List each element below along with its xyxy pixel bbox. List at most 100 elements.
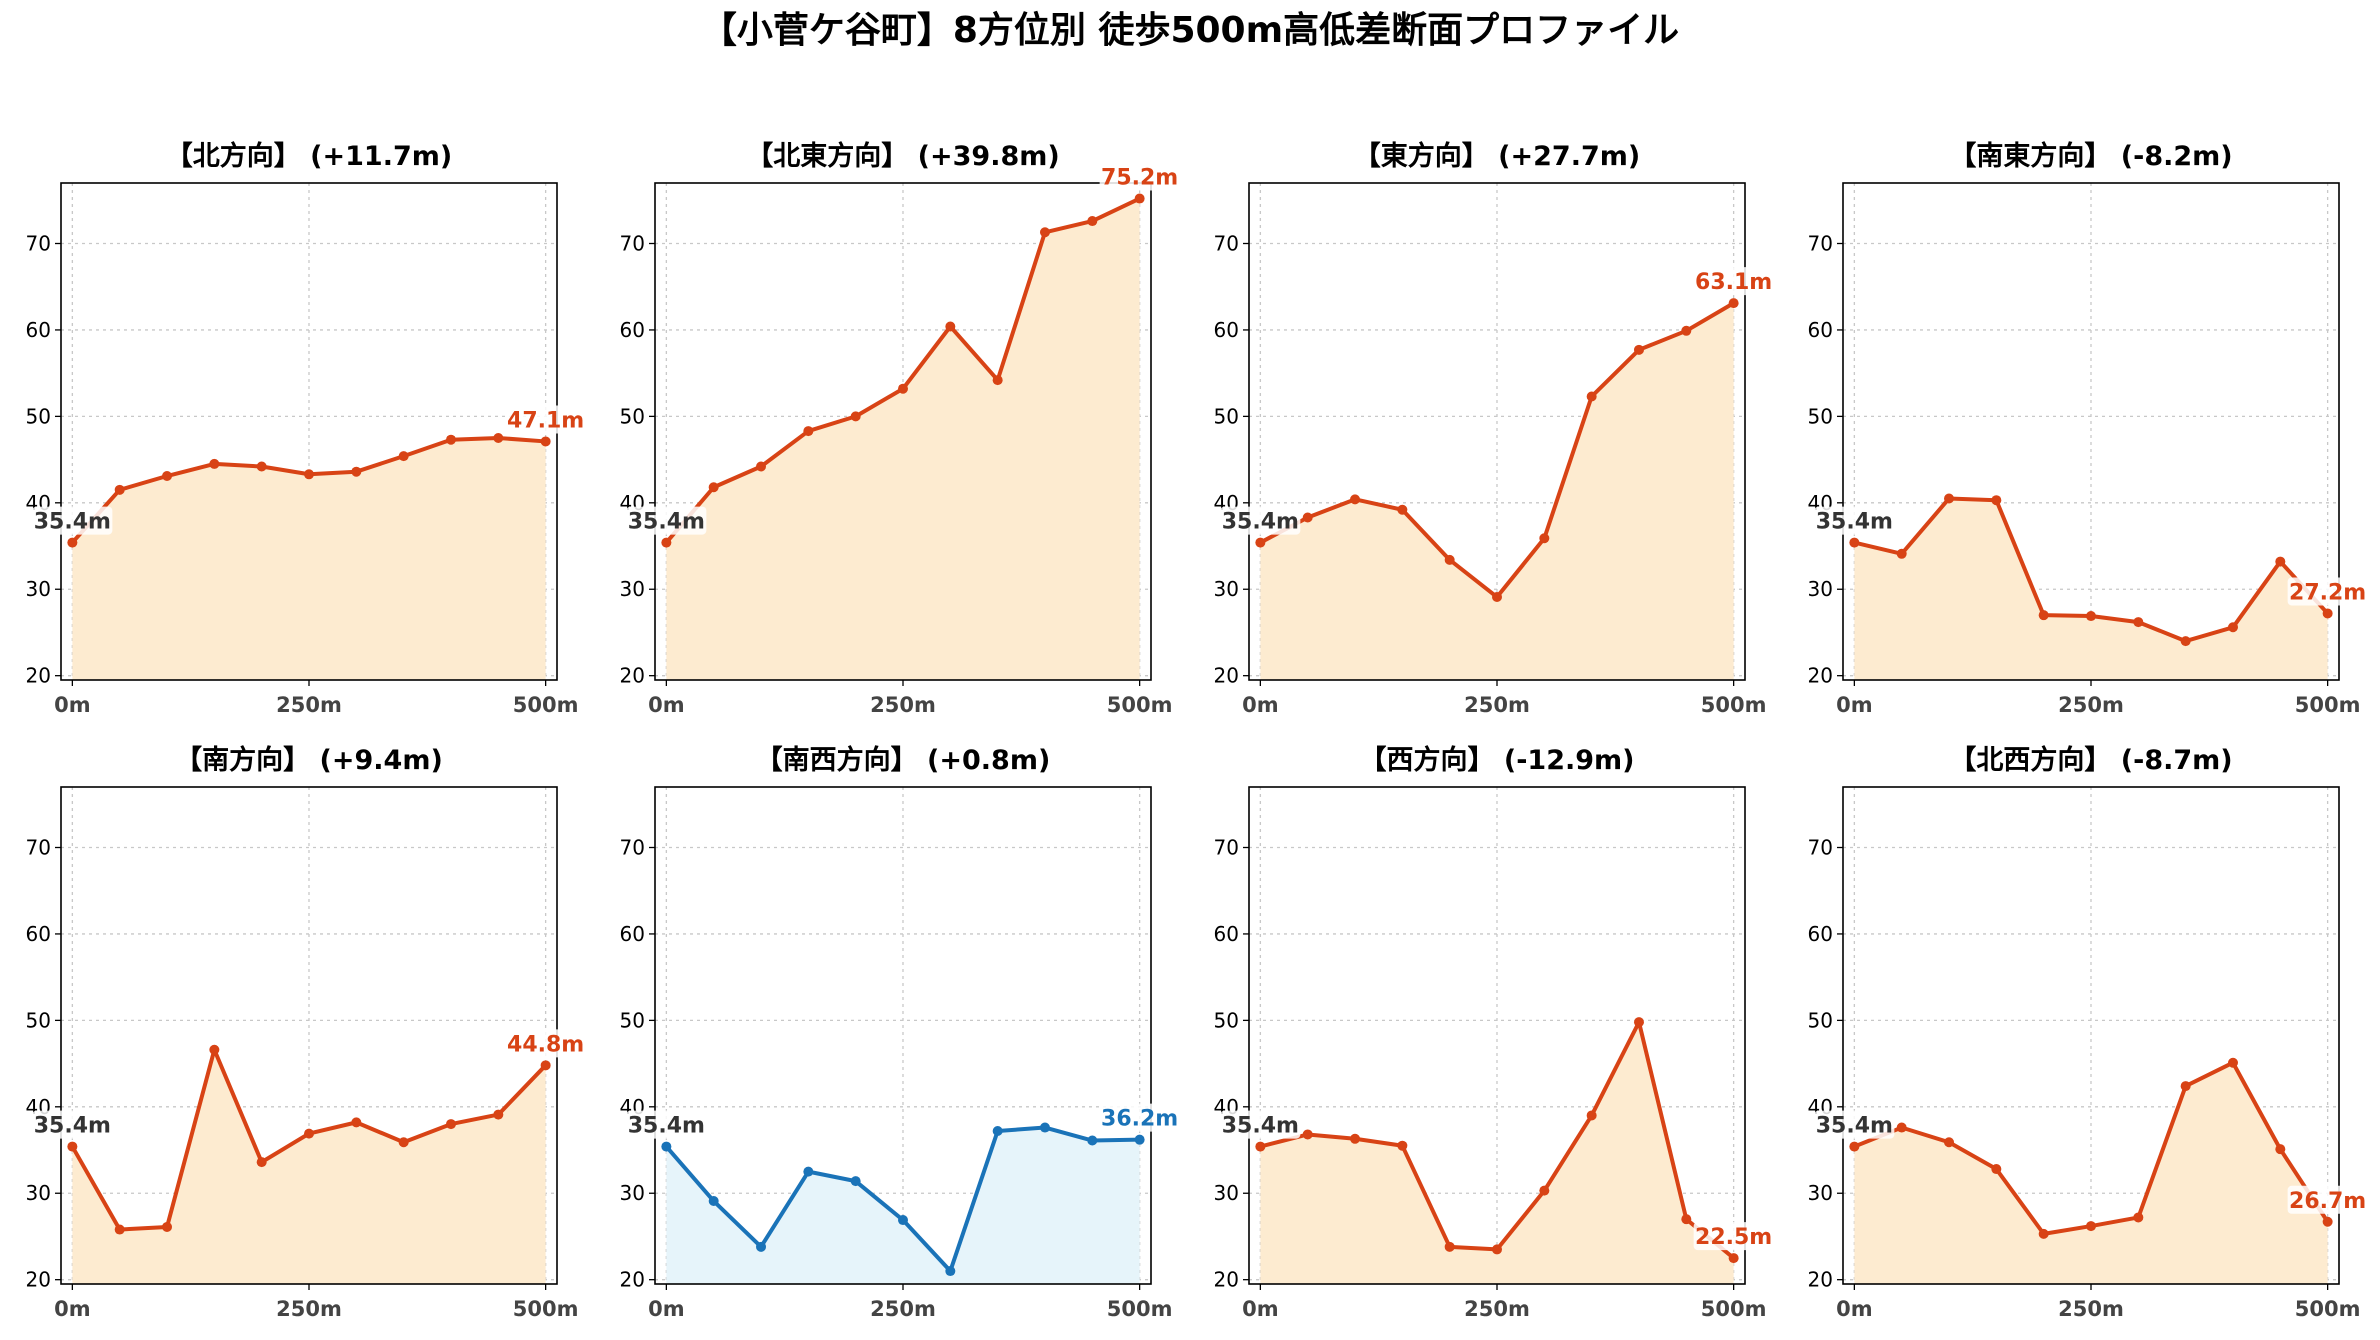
data-point — [1633, 344, 1644, 355]
data-point — [67, 537, 78, 548]
data-point — [351, 466, 362, 477]
data-point — [1087, 216, 1098, 227]
data-point — [1255, 537, 1266, 548]
start-label-bg — [32, 1110, 113, 1139]
data-point — [162, 471, 173, 482]
y-tick-label: 20 — [26, 664, 51, 688]
data-point — [1397, 1140, 1408, 1151]
x-tick-label: 250m — [276, 693, 342, 717]
y-tick-label: 50 — [1214, 404, 1239, 428]
y-tick-label: 20 — [1808, 1268, 1833, 1292]
x-tick-label: 500m — [1107, 693, 1173, 717]
start-label-bg — [1220, 506, 1301, 535]
data-point — [540, 436, 551, 447]
y-tick-label: 30 — [620, 1181, 645, 1205]
data-point — [992, 375, 1003, 386]
end-label: 75.2m — [1101, 166, 1178, 191]
x-tick-label: 0m — [648, 693, 685, 717]
data-point — [1728, 1253, 1739, 1264]
data-point — [756, 461, 767, 472]
data-point — [2275, 556, 2286, 567]
x-tick-label: 500m — [2295, 693, 2361, 717]
y-tick-label: 60 — [26, 318, 51, 342]
data-point — [445, 1119, 456, 1130]
figure-title: 【小菅ケ谷町】8方位別 徒歩500m高低差断面プロファイル — [701, 10, 1679, 51]
data-point — [2133, 617, 2144, 628]
data-point — [1633, 1017, 1644, 1028]
data-point — [2038, 610, 2049, 621]
data-point — [1444, 554, 1455, 565]
y-tick-label: 70 — [26, 836, 51, 860]
data-point — [2180, 636, 2191, 647]
area-fill — [1260, 1022, 1734, 1284]
data-point — [945, 1266, 956, 1277]
data-point — [1849, 537, 1860, 548]
x-tick-label: 0m — [1836, 693, 1873, 717]
panel-title: 【南方向】 (+9.4m) — [175, 744, 443, 776]
y-tick-label: 20 — [1214, 1268, 1239, 1292]
data-point — [1350, 494, 1361, 505]
data-point — [2086, 611, 2096, 622]
y-tick-label: 30 — [1808, 577, 1833, 601]
data-point — [850, 1176, 861, 1187]
data-point — [2275, 1144, 2286, 1155]
start-label: 35.4m — [1222, 510, 1299, 535]
start-label: 35.4m — [34, 510, 111, 535]
y-tick-label: 70 — [1214, 232, 1239, 256]
y-tick-label: 50 — [1808, 404, 1833, 428]
data-point — [850, 411, 861, 422]
data-point — [1586, 391, 1597, 402]
data-point — [1681, 325, 1692, 336]
end-label-bg — [505, 1029, 586, 1058]
data-point — [1539, 533, 1550, 544]
end-label: 47.1m — [507, 408, 584, 433]
data-point — [209, 1044, 220, 1055]
data-point — [803, 426, 814, 437]
y-tick-label: 50 — [1808, 1008, 1833, 1032]
data-point — [445, 434, 456, 445]
end-label: 63.1m — [1695, 270, 1772, 295]
data-point — [1039, 1122, 1050, 1133]
data-point — [2086, 1221, 2096, 1232]
data-point — [708, 1196, 719, 1207]
y-tick-label: 70 — [1808, 836, 1833, 860]
y-tick-label: 20 — [620, 664, 645, 688]
area-fill — [666, 1127, 1140, 1284]
data-point — [1492, 1244, 1502, 1255]
data-point — [1896, 548, 1907, 559]
end-label: 27.2m — [2289, 580, 2366, 605]
x-tick-label: 0m — [54, 693, 91, 717]
data-point — [1849, 1141, 1860, 1152]
area-fill — [72, 1049, 546, 1284]
data-point — [67, 1141, 78, 1152]
data-point — [945, 321, 956, 332]
data-point — [493, 1109, 504, 1120]
y-tick-label: 20 — [1214, 664, 1239, 688]
start-label: 35.4m — [1816, 1114, 1893, 1139]
data-point — [304, 1128, 314, 1139]
data-point — [1255, 1141, 1266, 1152]
y-tick-label: 30 — [1214, 1181, 1239, 1205]
x-tick-label: 250m — [870, 693, 936, 717]
x-tick-label: 500m — [513, 1297, 579, 1321]
y-tick-label: 30 — [26, 577, 51, 601]
data-point — [1039, 227, 1050, 238]
y-tick-label: 70 — [1808, 232, 1833, 256]
start-label: 35.4m — [628, 510, 705, 535]
data-point — [1134, 193, 1145, 204]
data-point — [1896, 1122, 1907, 1133]
data-point — [304, 469, 314, 480]
data-point — [256, 461, 267, 472]
y-tick-label: 70 — [620, 836, 645, 860]
y-tick-label: 60 — [620, 922, 645, 946]
data-point — [1087, 1135, 1098, 1146]
data-point — [398, 1137, 409, 1148]
panel-title: 【北方向】 (+11.7m) — [166, 140, 452, 172]
x-tick-label: 500m — [1107, 1297, 1173, 1321]
start-label: 35.4m — [628, 1114, 705, 1139]
y-tick-label: 50 — [26, 1008, 51, 1032]
